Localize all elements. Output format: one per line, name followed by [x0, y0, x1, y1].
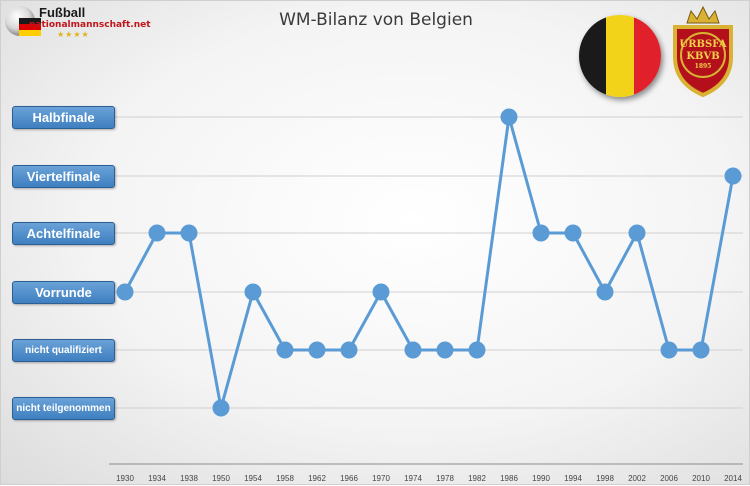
belgium-flag-icon	[579, 15, 661, 97]
site-logo[interactable]: Fußball nationalmannschaft.net ★★★★	[5, 4, 165, 40]
stars-icon: ★★★★	[57, 30, 90, 39]
y-level-label: Viertelfinale	[12, 165, 115, 188]
x-tick-label: 1954	[244, 474, 262, 483]
data-point	[404, 341, 422, 359]
data-point	[276, 341, 294, 359]
x-tick-label: 1978	[436, 474, 454, 483]
data-point	[436, 341, 454, 359]
x-tick-label: 1966	[340, 474, 358, 483]
x-tick-label: 2002	[628, 474, 646, 483]
data-point	[724, 167, 742, 185]
x-tick-label: 1990	[532, 474, 550, 483]
x-tick-label: 2006	[660, 474, 678, 483]
data-point	[564, 224, 582, 242]
x-tick-label: 1930	[116, 474, 134, 483]
x-tick-label: 1958	[276, 474, 294, 483]
federation-crest-icon: URBSFA KBVB 1895	[667, 5, 739, 99]
x-tick-label: 1974	[404, 474, 422, 483]
x-tick-label: 1994	[564, 474, 582, 483]
germany-flag-icon	[19, 18, 41, 36]
data-point	[244, 283, 262, 301]
chart-title: WM-Bilanz von Belgien	[279, 10, 473, 30]
data-point	[180, 224, 198, 242]
series-line	[123, 115, 735, 410]
data-point	[628, 224, 646, 242]
data-point	[212, 399, 230, 417]
x-tick-label: 1982	[468, 474, 486, 483]
data-point	[596, 283, 614, 301]
data-point	[308, 341, 326, 359]
crest-lettering: URBSFA KBVB 1895	[679, 39, 727, 70]
x-tick-label: 1950	[212, 474, 230, 483]
data-point	[692, 341, 710, 359]
y-level-label: Halbfinale	[12, 106, 115, 129]
x-tick-label: 1986	[500, 474, 518, 483]
x-tick-label: 1998	[596, 474, 614, 483]
x-tick-label: 1962	[308, 474, 326, 483]
x-tick-label: 1938	[180, 474, 198, 483]
data-point	[372, 283, 390, 301]
logo-site-name: nationalmannschaft.net	[29, 20, 151, 30]
x-tick-label: 2014	[724, 474, 742, 483]
data-point	[500, 108, 518, 126]
data-point	[660, 341, 678, 359]
x-tick-label: 1934	[148, 474, 166, 483]
x-tick-label: 1970	[372, 474, 390, 483]
data-point	[532, 224, 550, 242]
y-level-label: Achtelfinale	[12, 222, 115, 245]
data-point	[468, 341, 486, 359]
y-level-label: Vorrunde	[12, 281, 115, 304]
data-point	[340, 341, 358, 359]
y-level-label: nicht teilgenommen	[12, 397, 115, 420]
data-point	[116, 283, 134, 301]
x-tick-label: 2010	[692, 474, 710, 483]
data-point	[148, 224, 166, 242]
logo-brand: Fußball	[39, 5, 86, 20]
y-level-label: nicht qualifiziert	[12, 339, 115, 362]
